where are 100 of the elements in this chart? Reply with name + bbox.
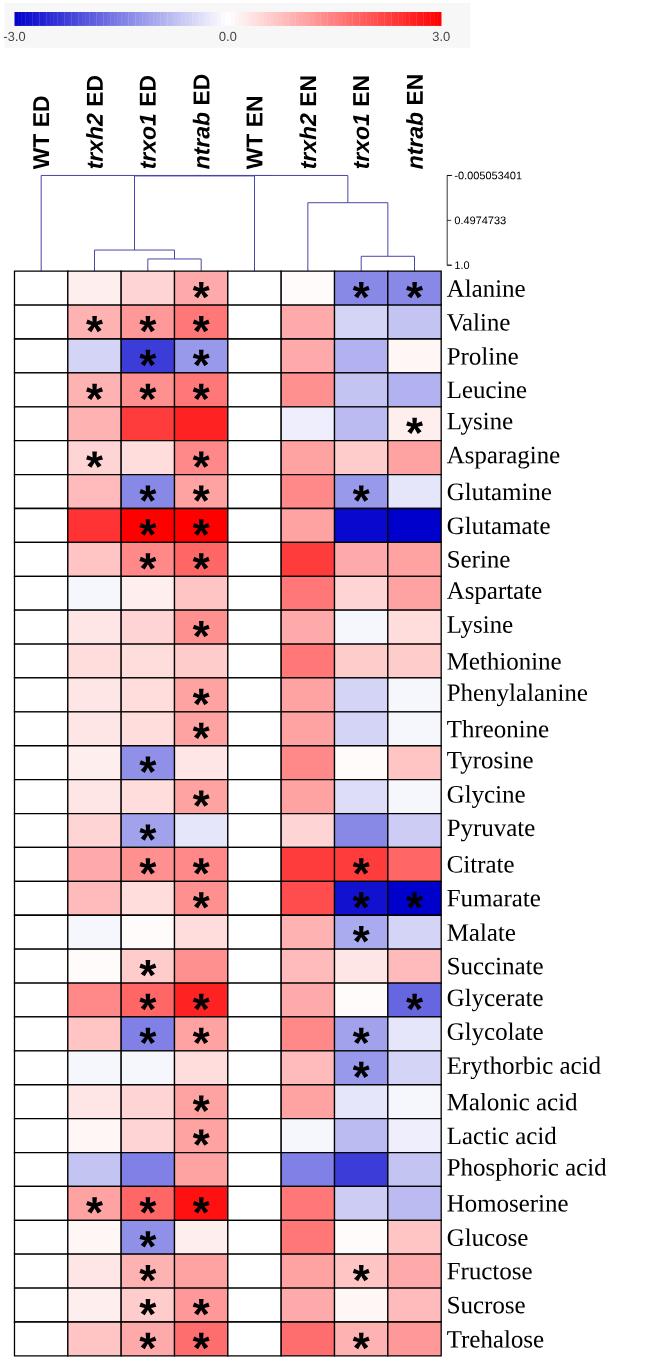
y-tick-label: Glycerate [447, 988, 543, 1012]
y-tick-label: Sucrose [448, 1296, 525, 1314]
data-label: * [192, 688, 210, 706]
data-label: * [405, 417, 423, 434]
x-tick-label: trxh2 EN [299, 76, 317, 169]
data-label: * [139, 1332, 157, 1350]
data-label: * [192, 790, 210, 807]
y-tick-label: Lysine [447, 412, 513, 435]
y-tick-label: Aspartate [446, 582, 542, 605]
data-label: * [139, 756, 157, 773]
data-label: * [139, 1197, 157, 1214]
x-tick-label: trxh2 ED [85, 75, 103, 169]
data-label: * [139, 824, 157, 841]
data-label: * [139, 315, 157, 333]
data-label: * [85, 383, 103, 401]
x-tick-label: ntrab EN [405, 75, 423, 169]
y-tick-label: Valine [446, 313, 510, 331]
data-label: * [192, 1298, 210, 1316]
data-label: * [192, 1129, 210, 1146]
y-tick-label: Citrate [447, 856, 514, 873]
y-tick-label: Alanine [446, 279, 525, 297]
y-tick-label: Succinate [448, 957, 543, 975]
y-tick-label: Fructose [447, 1262, 532, 1280]
y-tick-label: Phenylalanine [447, 683, 587, 707]
data-label: * [192, 722, 210, 740]
data-label: * [192, 383, 210, 401]
data-label: * [192, 1027, 210, 1045]
text: -0.005053401 [454, 171, 522, 180]
y-tick-label: Glycine [447, 785, 525, 808]
data-label: * [352, 858, 370, 875]
y-tick-label: Trehalose [446, 1330, 543, 1348]
x-tick-label: ntrab ED [192, 74, 210, 169]
data-label: * [139, 553, 157, 570]
data-label: * [192, 1095, 210, 1112]
y-tick-label: Lactic acid [447, 1126, 557, 1145]
y-tick-label: Malonic acid [447, 1092, 577, 1111]
y-tick-label: Asparagine [446, 446, 560, 469]
data-label: * [192, 485, 210, 502]
data-label: * [352, 892, 370, 909]
data-label: * [139, 858, 157, 875]
data-label: * [139, 485, 157, 502]
y-tick-label: Proline [447, 347, 518, 365]
data-label: * [352, 926, 370, 943]
data-label: * [352, 1265, 370, 1282]
y-tick-label: Glycolate [447, 1022, 543, 1046]
data-label: * [405, 282, 423, 299]
y-tick-label: Malate [447, 923, 515, 941]
data-label: * [85, 1197, 103, 1214]
y-tick-label: Methionine [447, 652, 561, 670]
data-label: * [352, 485, 370, 502]
data-label: * [405, 993, 423, 1011]
text: 0.4974733 [454, 216, 506, 225]
data-label: * [139, 1298, 157, 1316]
data-label: * [192, 892, 210, 909]
data-label: * [192, 858, 210, 875]
text: 1.0 [454, 261, 469, 270]
data-label: * [192, 315, 210, 333]
data-label: * [405, 892, 423, 909]
y-tick-label: Phosphoric acid [447, 1158, 607, 1181]
data-label: * [352, 282, 370, 299]
y-tick-label: Leucine [447, 381, 526, 399]
data-label: * [352, 1332, 370, 1350]
data-label: * [352, 1061, 370, 1078]
color-bar-label: 0.0 [219, 31, 237, 42]
y-tick-label: Fumarate [447, 890, 540, 907]
data-label: * [192, 519, 210, 536]
data-label: * [192, 1332, 210, 1350]
data-label: * [139, 1027, 157, 1045]
y-tick-label: Erythorbic acid [447, 1056, 601, 1080]
y-tick-label: Lysine [447, 616, 513, 639]
data-label: * [192, 349, 210, 367]
x-tick-label: WT EN [246, 96, 263, 170]
data-label: * [139, 383, 157, 401]
y-tick-label: Glutamine [447, 482, 551, 501]
data-label: * [85, 451, 103, 468]
y-tick-label: Glutamate [447, 516, 550, 535]
data-label: * [139, 349, 157, 367]
data-label: * [192, 993, 210, 1011]
y-tick-label: Threonine [446, 720, 549, 738]
color-bar-label: 3.0 [432, 31, 450, 42]
data-label: * [192, 1197, 210, 1214]
data-label: * [192, 282, 210, 299]
y-tick-label: Pyruvate [447, 819, 535, 842]
y-tick-label: Homoserine [447, 1195, 568, 1212]
data-label: * [192, 553, 210, 570]
color-bar-label: -3.0 [3, 31, 25, 42]
data-label: * [139, 1265, 157, 1282]
x-tick-label: trxo1 ED [139, 75, 156, 169]
data-label: * [139, 993, 157, 1011]
y-tick-label: Tyrosine [446, 751, 533, 774]
x-tick-label: trxo1 EN [352, 76, 369, 169]
data-label: * [139, 1231, 157, 1248]
y-tick-label: Serine [448, 550, 510, 568]
y-tick-label: Glucose [447, 1228, 528, 1247]
data-label: * [139, 519, 157, 536]
data-label: * [85, 315, 103, 333]
data-label: * [192, 451, 210, 468]
data-label: * [192, 621, 210, 638]
data-label: * [352, 1027, 370, 1045]
data-label: * [139, 959, 157, 977]
